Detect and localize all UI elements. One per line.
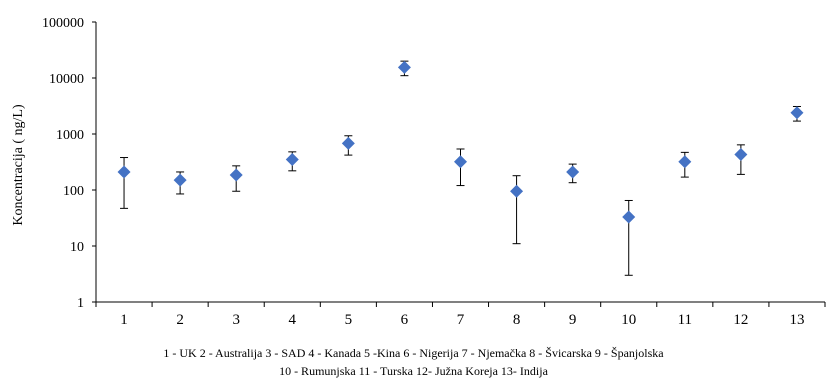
data-point-diamond — [285, 153, 299, 167]
x-tick-label: 12 — [733, 312, 748, 328]
y-tick-label: 10 — [70, 240, 84, 255]
x-tick-label: 1 — [120, 312, 128, 328]
x-tick-label: 7 — [457, 312, 465, 328]
scatter-chart: Koncentracija ( ng/L) 1 10 100 1000 10000 100… — [11, 16, 826, 328]
data-point-diamond — [341, 136, 355, 150]
y-tick-label: 1 — [77, 296, 84, 311]
data-points — [117, 60, 804, 224]
data-point-diamond — [510, 184, 524, 198]
x-tick-label: 11 — [678, 312, 692, 328]
data-point-diamond — [454, 155, 467, 169]
x-tick-label: 6 — [401, 312, 409, 328]
data-point-diamond — [734, 148, 748, 162]
error-bars — [120, 60, 801, 276]
y-tick-label: 1000 — [56, 128, 84, 143]
y-axis-label: Koncentracija ( ng/L) — [11, 104, 26, 226]
data-point-diamond — [622, 210, 636, 224]
data-point-diamond — [229, 168, 243, 182]
x-tick-label: 8 — [513, 312, 521, 328]
y-tick-label: 100 — [63, 184, 84, 199]
data-point-diamond — [678, 155, 692, 169]
x-tick-label: 9 — [569, 312, 577, 328]
legend-caption-line1: 1 - UK 2 - Australija 3 - SAD 4 - Kanada… — [163, 346, 664, 360]
x-tick-label: 3 — [232, 312, 240, 328]
x-tick-label: 13 — [789, 312, 804, 328]
data-point-diamond — [790, 106, 804, 120]
x-tick-label: 5 — [345, 312, 353, 328]
data-point-diamond — [397, 60, 411, 74]
data-point-diamond — [173, 173, 187, 187]
legend-caption-line2: 10 - Rumunjska 11 - Turska 12- Južna Kor… — [279, 364, 548, 378]
data-point-diamond — [566, 165, 580, 179]
x-tick-label: 4 — [289, 312, 297, 328]
x-tick-label: 10 — [621, 312, 636, 328]
y-tick-label: 10000 — [49, 72, 84, 87]
y-tick-label: 100000 — [42, 16, 84, 31]
data-point-diamond — [117, 165, 131, 179]
x-tick-label: 2 — [176, 312, 184, 328]
